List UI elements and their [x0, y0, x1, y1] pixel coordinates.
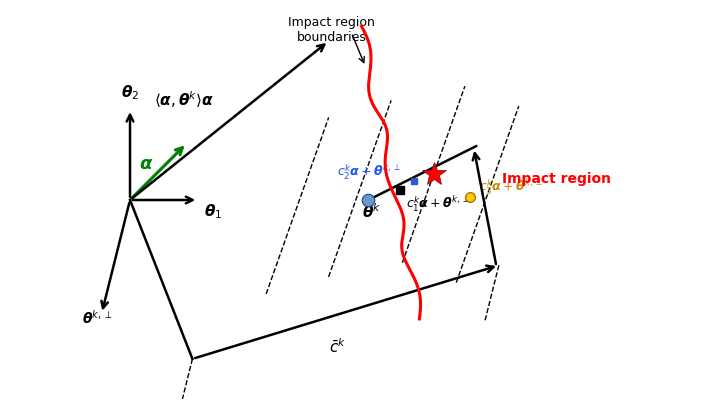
- Text: $c_1^k\boldsymbol{\alpha}+\boldsymbol{\theta}^{k,\perp}$: $c_1^k\boldsymbol{\alpha}+\boldsymbol{\t…: [406, 195, 471, 214]
- Text: $c_3^k\boldsymbol{\alpha}+\boldsymbol{\theta}^{k,\perp}$: $c_3^k\boldsymbol{\alpha}+\boldsymbol{\t…: [479, 178, 543, 197]
- Text: $\bar{c}^k$: $\bar{c}^k$: [328, 338, 346, 356]
- Text: $\langle\boldsymbol{\alpha},\boldsymbol{\theta}^k\rangle\boldsymbol{\alpha}$: $\langle\boldsymbol{\alpha},\boldsymbol{…: [154, 90, 214, 110]
- Text: $\boldsymbol{\theta}^k$: $\boldsymbol{\theta}^k$: [361, 202, 381, 221]
- Text: Impact region: Impact region: [502, 172, 610, 186]
- Text: $\boldsymbol{\theta}_2$: $\boldsymbol{\theta}_2$: [121, 84, 139, 102]
- Text: $\boldsymbol{\alpha}$: $\boldsymbol{\alpha}$: [139, 155, 153, 173]
- Text: $\boldsymbol{\theta}^{k,\perp}$: $\boldsymbol{\theta}^{k,\perp}$: [82, 309, 112, 327]
- Text: Impact region
boundaries: Impact region boundaries: [288, 16, 375, 44]
- Text: $\boldsymbol{\theta}_1$: $\boldsymbol{\theta}_1$: [203, 202, 222, 220]
- Text: $c_2^k\boldsymbol{\alpha}+\boldsymbol{\theta}^{k,\perp}$: $c_2^k\boldsymbol{\alpha}+\boldsymbol{\t…: [337, 163, 401, 182]
